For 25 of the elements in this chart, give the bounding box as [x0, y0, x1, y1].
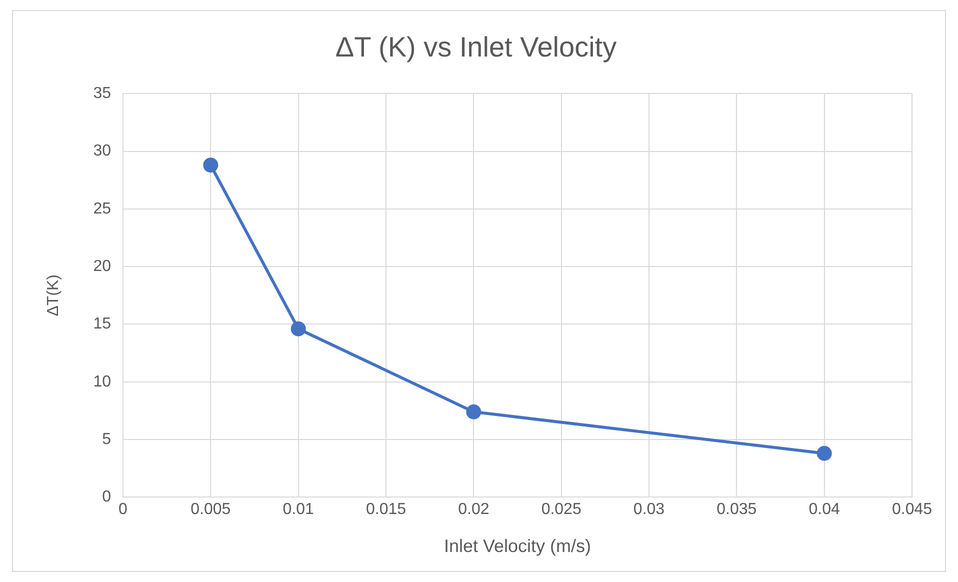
x-tick-label: 0.01	[282, 501, 314, 518]
y-tick-label: 0	[102, 488, 112, 506]
x-tick-label: 0.04	[808, 501, 840, 518]
x-axis-title: Inlet Velocity (m/s)	[444, 536, 592, 556]
y-tick-label: 10	[93, 373, 112, 390]
point	[466, 404, 482, 420]
y-tick-label: 30	[93, 142, 112, 160]
x-tick-label: 0.005	[190, 501, 231, 518]
y-tick-label: 20	[93, 258, 112, 275]
x-tick-label: 0.035	[716, 501, 757, 518]
y-tick-label: 5	[102, 430, 112, 448]
x-tick-label: 0.045	[892, 501, 932, 518]
x-tick-label: 0.03	[633, 501, 665, 518]
y-axis-title: ΔT(K)	[45, 274, 62, 316]
point	[816, 446, 832, 461]
point	[203, 158, 218, 173]
x-tick-label: 0	[118, 501, 128, 518]
y-tick-label: 15	[93, 316, 112, 333]
y-tick-label: 35	[93, 85, 112, 102]
chart-title: ΔT (K) vs Inlet Velocity	[335, 32, 617, 63]
y-tick-label: 25	[93, 200, 112, 218]
point	[290, 321, 306, 336]
x-tick-label: 0.02	[458, 501, 490, 518]
x-tick-label: 0.025	[541, 501, 582, 518]
x-tick-label: 0.015	[366, 501, 406, 518]
